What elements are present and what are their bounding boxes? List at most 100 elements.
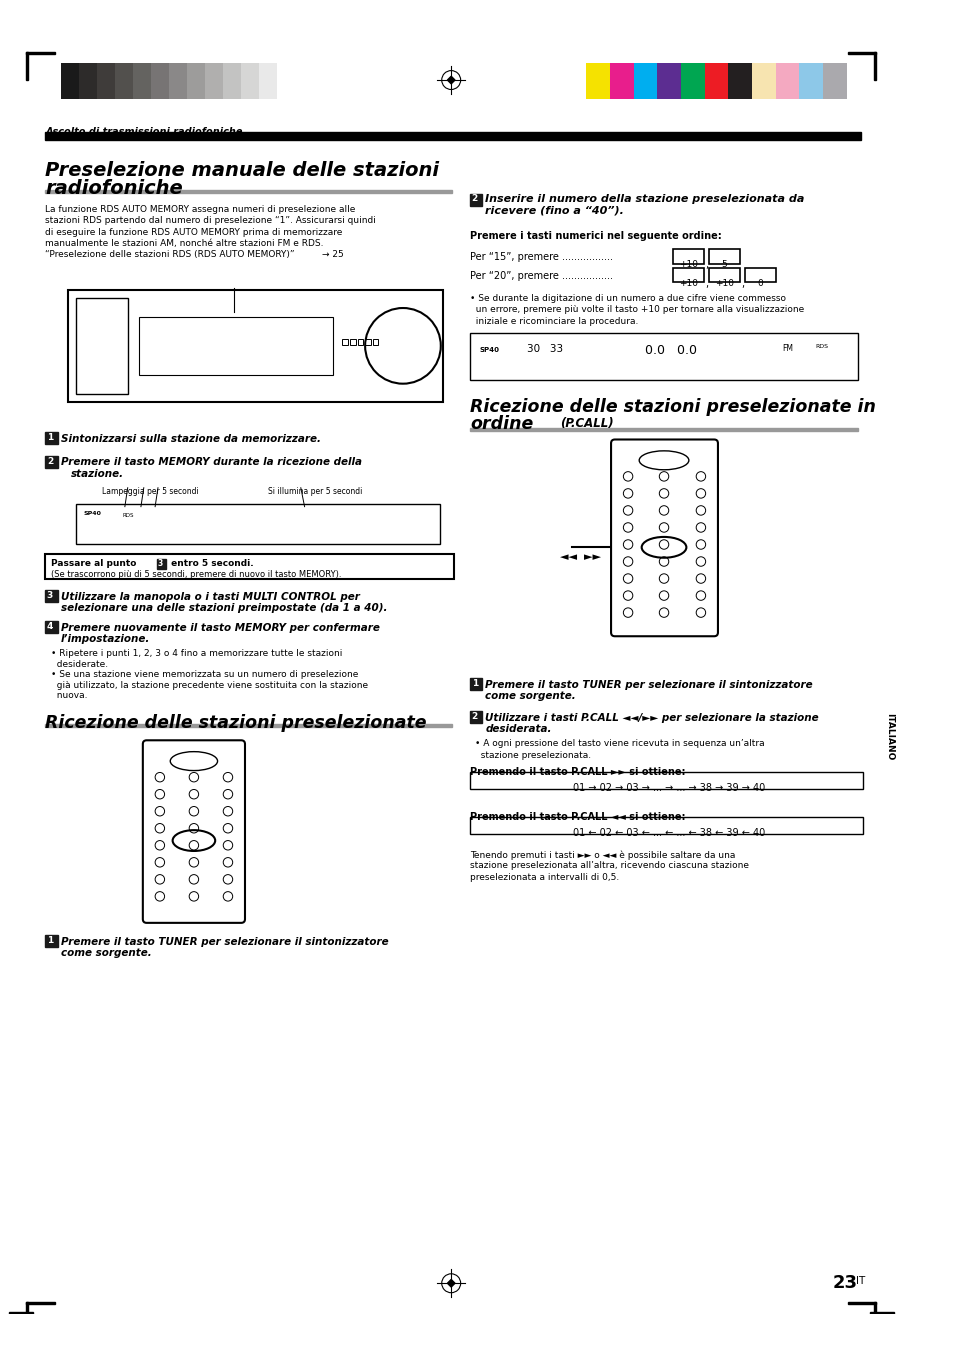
Text: 2: 2 (47, 457, 53, 466)
Text: ,: , (740, 278, 744, 289)
Text: • Se una stazione viene memorizzata su un numero di preselezione: • Se una stazione viene memorizzata su u… (51, 670, 358, 680)
Text: Si illumina per 5 secondi: Si illumina per 5 secondi (268, 486, 362, 496)
Text: SP40: SP40 (479, 347, 499, 353)
Polygon shape (447, 76, 455, 84)
Text: Preselezione manuale delle stazioni: Preselezione manuale delle stazioni (46, 161, 439, 181)
Text: 3: 3 (47, 590, 53, 600)
Text: Premere i tasti numerici nel seguente ordine:: Premere i tasti numerici nel seguente or… (470, 231, 721, 242)
Bar (46, 189, 452, 193)
Text: ,: , (705, 278, 708, 289)
Bar (241, 63, 259, 99)
Text: di eseguire la funzione RDS AUTO MEMORY prima di memorizzare: di eseguire la funzione RDS AUTO MEMORY … (46, 227, 342, 236)
Text: Passare al punto: Passare al punto (51, 559, 139, 567)
Text: 2: 2 (471, 712, 477, 721)
Bar (709, 250, 739, 263)
Text: +10: +10 (679, 278, 698, 288)
Bar (46, 590, 57, 603)
Bar (27, 51, 29, 80)
Bar (673, 250, 703, 263)
Bar (10, 1312, 33, 1313)
Bar (46, 935, 57, 947)
Text: ,: , (705, 259, 708, 270)
Bar (704, 63, 727, 99)
Text: Ricezione delle stazioni preselezionate in: Ricezione delle stazioni preselezionate … (470, 399, 875, 416)
Bar (46, 132, 860, 139)
Text: 01 → 02 → 03 → ... → ... → 38 → 39 → 40: 01 → 02 → 03 → ... → ... → 38 → 39 → 40 (572, 782, 764, 793)
Text: Per “15”, premere .................: Per “15”, premere ................. (470, 253, 613, 262)
Text: 23: 23 (832, 1274, 857, 1292)
Bar (79, 63, 97, 99)
Text: Ricezione delle stazioni preselezionate: Ricezione delle stazioni preselezionate (46, 713, 426, 732)
Bar (68, 290, 442, 401)
Bar (277, 63, 294, 99)
Bar (657, 63, 680, 99)
Text: La funzione RDS AUTO MEMORY assegna numeri di preselezione alle: La funzione RDS AUTO MEMORY assegna nume… (46, 205, 355, 213)
Text: Utilizzare la manopola o i tasti MULTI CONTROL per: Utilizzare la manopola o i tasti MULTI C… (60, 592, 359, 601)
Text: +10: +10 (715, 278, 733, 288)
Text: Premendo il tasto P.CALL ►► si ottiene:: Premendo il tasto P.CALL ►► si ottiene: (470, 767, 685, 777)
Bar (873, 51, 875, 80)
Bar (470, 193, 482, 205)
Text: +10: +10 (679, 259, 698, 269)
Bar (846, 1302, 875, 1304)
Bar (610, 63, 633, 99)
Text: “Preselezione delle stazioni RDS (RDS AUTO MEMORY)”: “Preselezione delle stazioni RDS (RDS AU… (46, 250, 294, 259)
Bar (873, 1302, 875, 1331)
Text: (P.CALL): (P.CALL) (559, 417, 613, 430)
Text: iniziale e ricominciare la procedura.: iniziale e ricominciare la procedura. (470, 316, 638, 326)
Bar (46, 621, 57, 634)
Text: entro 5 secondi.: entro 5 secondi. (168, 559, 253, 567)
Bar (470, 332, 857, 380)
Bar (846, 51, 875, 54)
Text: Inserire il numero della stazione preselezionata da: Inserire il numero della stazione presel… (485, 193, 803, 204)
Text: Tenendo premuti i tasti ►► o ◄◄ è possibile saltare da una: Tenendo premuti i tasti ►► o ◄◄ è possib… (470, 850, 735, 859)
Text: stazioni RDS partendo dal numero di preselezione “1”. Assicurarsi quindi: stazioni RDS partendo dal numero di pres… (46, 216, 375, 226)
Bar (470, 711, 482, 723)
Text: 1: 1 (47, 432, 53, 442)
Text: come sorgente.: come sorgente. (60, 948, 152, 958)
Bar (259, 63, 277, 99)
Bar (46, 724, 452, 727)
Text: Sintonizzarsi sulla stazione da memorizzare.: Sintonizzarsi sulla stazione da memorizz… (60, 434, 320, 444)
Bar (470, 428, 857, 431)
Bar (27, 1302, 55, 1304)
Bar (350, 339, 355, 345)
Bar (342, 339, 348, 345)
Polygon shape (447, 1279, 455, 1288)
Bar (586, 63, 610, 99)
Bar (365, 339, 371, 345)
Text: 1: 1 (47, 936, 53, 946)
Text: 0: 0 (757, 278, 762, 288)
Text: manualmente le stazioni AM, nonché altre stazioni FM e RDS.: manualmente le stazioni AM, nonché altre… (46, 239, 324, 249)
Text: Premere il tasto TUNER per selezionare il sintonizzatore: Premere il tasto TUNER per selezionare i… (485, 680, 812, 690)
Text: SP40: SP40 (83, 512, 101, 516)
Bar (633, 63, 657, 99)
Bar (470, 678, 482, 690)
Bar (187, 63, 205, 99)
Bar (133, 63, 152, 99)
Bar (680, 63, 704, 99)
Text: Premere il tasto TUNER per selezionare il sintonizzatore: Premere il tasto TUNER per selezionare i… (60, 938, 388, 947)
Text: IT: IT (855, 1275, 864, 1286)
Text: • Ripetere i punti 1, 2, 3 o 4 fino a memorizzare tutte le stazioni: • Ripetere i punti 1, 2, 3 o 4 fino a me… (51, 650, 342, 658)
Bar (157, 559, 167, 569)
Bar (75, 504, 439, 543)
Bar (205, 63, 223, 99)
Text: stazione.: stazione. (71, 469, 124, 478)
Text: già utilizzato, la stazione precedente viene sostituita con la stazione: già utilizzato, la stazione precedente v… (51, 681, 368, 690)
Text: (Se trascorrono più di 5 secondi, premere di nuovo il tasto MEMORY).: (Se trascorrono più di 5 secondi, premer… (51, 570, 341, 580)
Bar (46, 554, 454, 580)
Text: 30   33: 30 33 (526, 345, 562, 354)
Text: stazione preselezionata.: stazione preselezionata. (475, 751, 590, 759)
Text: Per “20”, premere .................: Per “20”, premere ................. (470, 272, 613, 281)
Bar (115, 63, 133, 99)
Text: ITALIANO: ITALIANO (883, 713, 893, 761)
Text: 3: 3 (158, 559, 163, 567)
Text: 5: 5 (720, 259, 727, 269)
Text: ◄◄  ►►: ◄◄ ►► (559, 553, 600, 562)
Bar (46, 432, 57, 444)
Bar (169, 63, 187, 99)
Bar (61, 63, 79, 99)
Bar (775, 63, 799, 99)
Bar (46, 455, 57, 467)
